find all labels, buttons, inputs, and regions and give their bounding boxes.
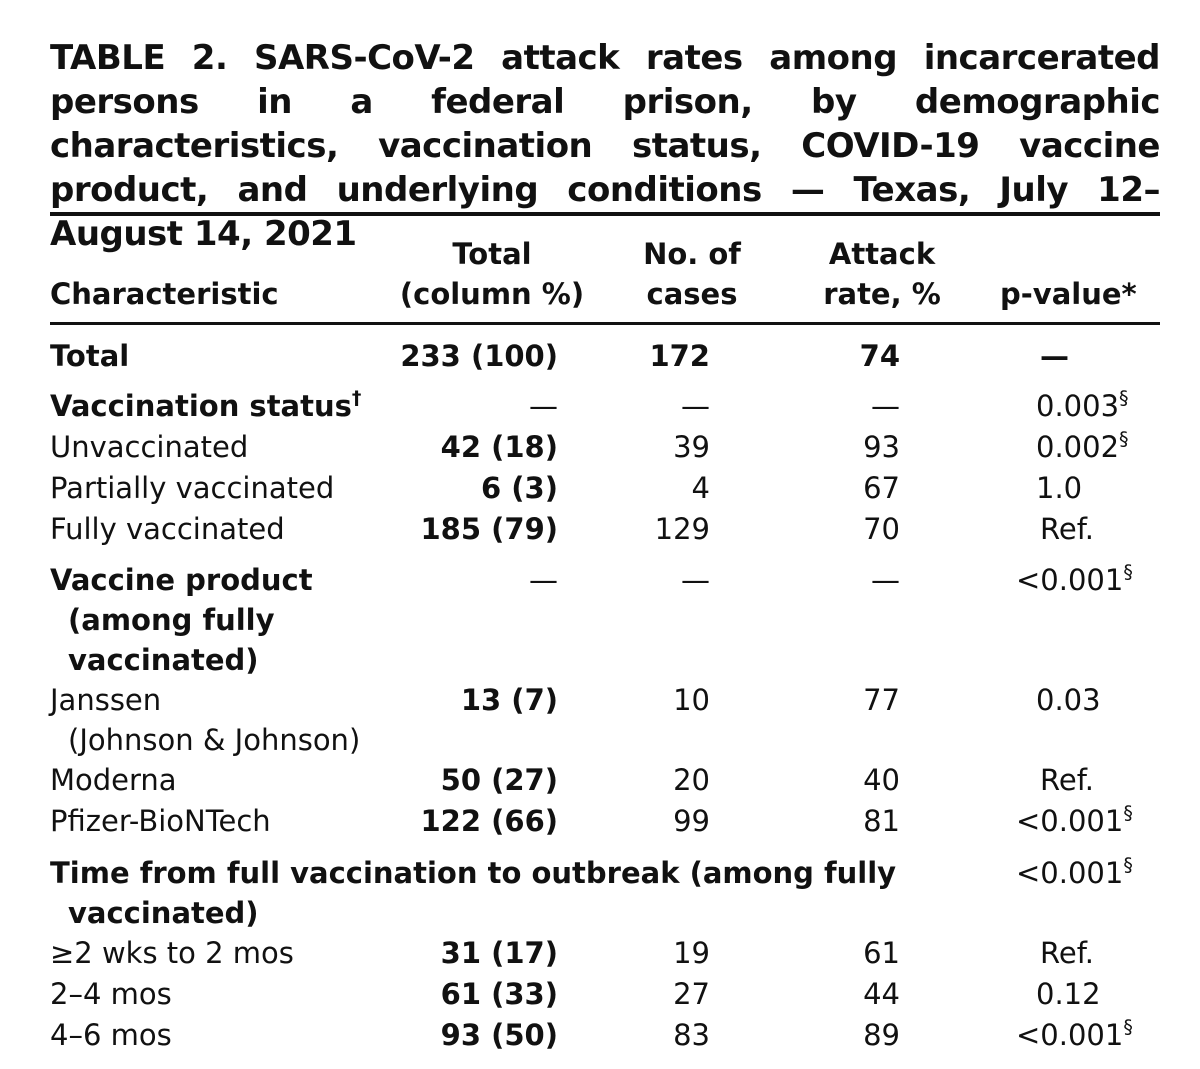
- row-product-p: <0.001§: [1016, 561, 1133, 598]
- row-pfizer-total: 122 (66): [420, 804, 559, 838]
- row-product-cases: —: [681, 563, 710, 597]
- row-partial-attack: 67: [863, 471, 900, 505]
- row-vacc-status-total: —: [529, 389, 558, 423]
- row-partial-cases: 4: [691, 471, 710, 505]
- row-pfizer-attack: 81: [863, 804, 900, 838]
- row-total-label: Total: [50, 339, 130, 373]
- header-attack-line2: rate, %: [823, 277, 941, 311]
- row-t1-cases: 19: [673, 936, 710, 970]
- row-unvaccinated-total: 42 (18): [440, 430, 558, 464]
- header-attack-line1: Attack: [828, 237, 936, 271]
- row-t1-label: ≥2 wks to 2 mos: [50, 936, 294, 970]
- row-product-attack: —: [871, 563, 900, 597]
- row-total-p: —: [1040, 339, 1069, 373]
- row-t2-p: 0.12: [1036, 977, 1101, 1011]
- row-janssen-label-line2: (Johnson & Johnson): [68, 723, 361, 757]
- row-pfizer-p: <0.001§: [1016, 802, 1133, 839]
- header-characteristic: Characteristic: [50, 277, 279, 311]
- row-product-label-line3: vaccinated): [68, 643, 259, 677]
- row-partial-label: Partially vaccinated: [50, 471, 335, 505]
- row-fully-cases: 129: [654, 512, 710, 546]
- row-product-total: —: [529, 563, 558, 597]
- top-rule: [50, 212, 1160, 216]
- row-fully-label: Fully vaccinated: [50, 512, 285, 546]
- header-total: Total (column %): [392, 234, 592, 314]
- row-vacc-status-label: Vaccination status†: [50, 387, 362, 424]
- row-moderna-total: 50 (27): [440, 763, 558, 797]
- header-total-line2: (column %): [399, 277, 585, 311]
- row-partial-p: 1.0: [1036, 471, 1083, 505]
- row-vacc-status-attack: —: [871, 389, 900, 423]
- row-t2-attack: 44: [863, 977, 900, 1011]
- header-pvalue: p-value*: [1000, 277, 1137, 311]
- row-t3-cases: 83: [673, 1018, 710, 1052]
- row-t2-cases: 27: [673, 977, 710, 1011]
- table-title: TABLE 2. SARS-CoV-2 attack rates among i…: [50, 38, 1161, 254]
- row-janssen-cases: 10: [673, 683, 710, 717]
- row-unvaccinated-p: 0.002§: [1036, 428, 1129, 465]
- row-total-cases: 172: [649, 339, 710, 373]
- row-t3-total: 93 (50): [440, 1018, 558, 1052]
- row-t1-attack: 61: [863, 936, 900, 970]
- row-fully-attack: 70: [863, 512, 900, 546]
- row-fully-total: 185 (79): [420, 512, 559, 546]
- row-t3-p: <0.001§: [1016, 1016, 1133, 1053]
- row-total-attack: 74: [859, 339, 900, 373]
- row-total-total: 233 (100): [400, 339, 558, 373]
- row-janssen-attack: 77: [863, 683, 900, 717]
- header-attack: Attack rate, %: [792, 234, 972, 314]
- row-product-label-line2: (among fully: [68, 603, 275, 637]
- row-t2-total: 61 (33): [440, 977, 558, 1011]
- row-t3-label: 4–6 mos: [50, 1018, 172, 1052]
- header-cases-line1: No. of: [643, 237, 741, 271]
- row-moderna-p: Ref.: [1040, 763, 1095, 797]
- row-product-label-line1: Vaccine product: [50, 563, 313, 597]
- row-unvaccinated-attack: 93: [863, 430, 900, 464]
- row-moderna-label: Moderna: [50, 763, 177, 797]
- row-pfizer-label: Pfizer-BioNTech: [50, 804, 271, 838]
- row-moderna-attack: 40: [863, 763, 900, 797]
- row-t1-total: 31 (17): [440, 936, 558, 970]
- row-moderna-cases: 20: [673, 763, 710, 797]
- row-t3-attack: 89: [863, 1018, 900, 1052]
- row-time-label-line1: Time from full vaccination to outbreak (…: [50, 856, 897, 890]
- row-t2-label: 2–4 mos: [50, 977, 172, 1011]
- row-janssen-total: 13 (7): [460, 683, 558, 717]
- row-partial-total: 6 (3): [481, 471, 558, 505]
- header-rule: [50, 322, 1160, 325]
- row-vacc-status-cases: —: [681, 389, 710, 423]
- header-cases-line2: cases: [646, 277, 738, 311]
- row-unvaccinated-label: Unvaccinated: [50, 430, 249, 464]
- header-cases: No. of cases: [612, 234, 772, 314]
- row-vacc-status-p: 0.003§: [1036, 387, 1129, 424]
- row-pfizer-cases: 99: [673, 804, 710, 838]
- row-janssen-label-line1: Janssen: [50, 683, 162, 717]
- row-janssen-p: 0.03: [1036, 683, 1101, 717]
- row-fully-p: Ref.: [1040, 512, 1095, 546]
- row-t1-p: Ref.: [1040, 936, 1095, 970]
- row-unvaccinated-cases: 39: [673, 430, 710, 464]
- header-total-line1: Total: [452, 237, 532, 271]
- row-time-label-line2: vaccinated): [68, 896, 259, 930]
- row-time-p: <0.001§: [1016, 854, 1133, 891]
